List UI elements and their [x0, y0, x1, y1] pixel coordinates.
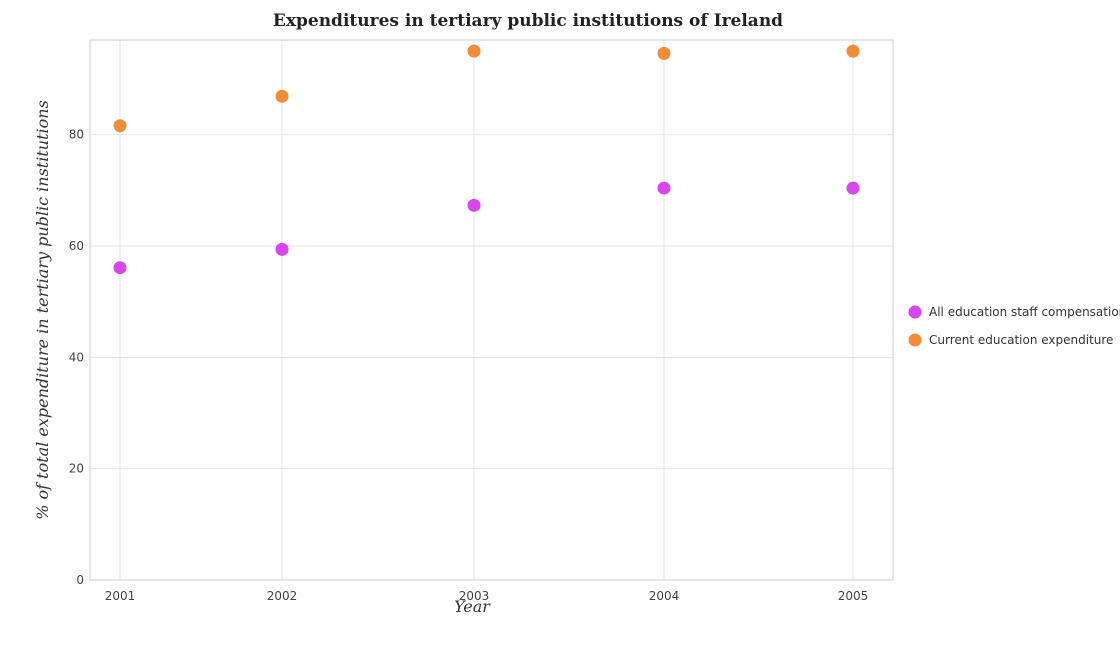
y-tick-label: 60	[69, 239, 84, 253]
y-tick-label: 80	[69, 128, 84, 142]
y-axis-label: % of total expenditure in tertiary publi…	[33, 100, 52, 520]
x-axis-label: Year	[454, 597, 491, 616]
gridlines	[90, 40, 893, 581]
x-tick-label: 2005	[838, 589, 869, 603]
legend-label: All education staff compensation	[929, 305, 1120, 319]
data-points	[113, 44, 860, 275]
y-tick-label: 40	[69, 350, 84, 364]
staff-compensation-point	[657, 181, 671, 195]
staff-compensation-point	[846, 181, 860, 195]
current-expenditure-point	[275, 89, 289, 103]
staff-compensation-point	[113, 261, 127, 275]
staff-compensation-point	[467, 198, 481, 212]
legend: All education staff compensation Current …	[908, 305, 1120, 347]
current-expenditure-point	[113, 119, 127, 133]
chart-title: Expenditures in tertiary public institut…	[273, 11, 783, 31]
current-expenditure-point	[467, 44, 481, 58]
x-tick-label: 2004	[649, 589, 680, 603]
y-tick-label: 0	[76, 573, 84, 587]
current-expenditure-point	[657, 46, 671, 60]
legend-label: Current education expenditure	[929, 333, 1113, 347]
plot-frame	[89, 39, 894, 581]
x-tick-label: 2001	[105, 589, 136, 603]
legend-marker	[908, 305, 922, 319]
x-tick-label: 2003	[459, 589, 490, 603]
legend-marker	[908, 333, 922, 347]
y-tick-label: 20	[69, 462, 84, 476]
current-expenditure-point	[846, 44, 860, 58]
staff-compensation-point	[275, 242, 289, 256]
x-tick-label: 2002	[267, 589, 298, 603]
tick-labels: 0 20 40 60 80 2001 2002 2003 2004 2005	[69, 128, 869, 603]
